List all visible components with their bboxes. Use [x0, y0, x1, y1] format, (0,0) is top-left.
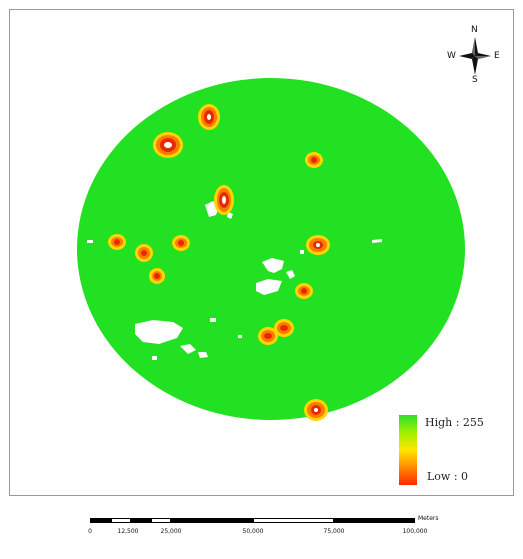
hotspot — [108, 234, 126, 250]
hotspot — [135, 244, 153, 262]
north-arrow: N E S W — [447, 25, 503, 87]
scale-segment — [151, 518, 171, 523]
hotspot — [295, 283, 313, 299]
scale-tick-label: 25,000 — [160, 528, 182, 535]
scale-segment — [90, 518, 111, 523]
scale-units-label: Meters — [418, 515, 439, 522]
hotspot — [304, 399, 328, 421]
scale-tick-label: 0 — [88, 528, 92, 535]
hotspot — [198, 104, 220, 130]
no-data-patches — [87, 201, 382, 360]
scale-bar — [90, 518, 415, 524]
compass-east: E — [494, 51, 500, 61]
hotspot — [172, 235, 190, 251]
hotspot — [306, 235, 330, 255]
legend-color-ramp — [399, 415, 417, 485]
scale-tick-label: 50,000 — [242, 528, 264, 535]
compass-north: N — [471, 25, 478, 35]
scale-tick-label: 75,000 — [323, 528, 345, 535]
hotspot — [149, 268, 165, 284]
scale-tick-label: 12,500 — [117, 528, 139, 535]
legend-high-label: High : 255 — [425, 416, 484, 429]
scale-segment — [111, 518, 131, 523]
hotspot — [305, 152, 323, 168]
hotspot — [258, 327, 278, 345]
scale-segment — [334, 518, 415, 523]
hotspot — [153, 132, 183, 158]
compass-south: S — [472, 75, 478, 85]
hotspot — [214, 185, 234, 215]
scale-segment — [171, 518, 253, 523]
hotspots — [108, 104, 330, 421]
scale-segment — [253, 518, 334, 523]
compass-west: W — [447, 51, 456, 61]
raster-area — [77, 78, 465, 420]
hotspot — [274, 319, 294, 337]
scale-tick-label: 100,000 — [402, 528, 428, 535]
legend-low-label: Low : 0 — [427, 470, 469, 483]
compass-rose-icon — [459, 37, 491, 75]
scale-segment — [131, 518, 151, 523]
